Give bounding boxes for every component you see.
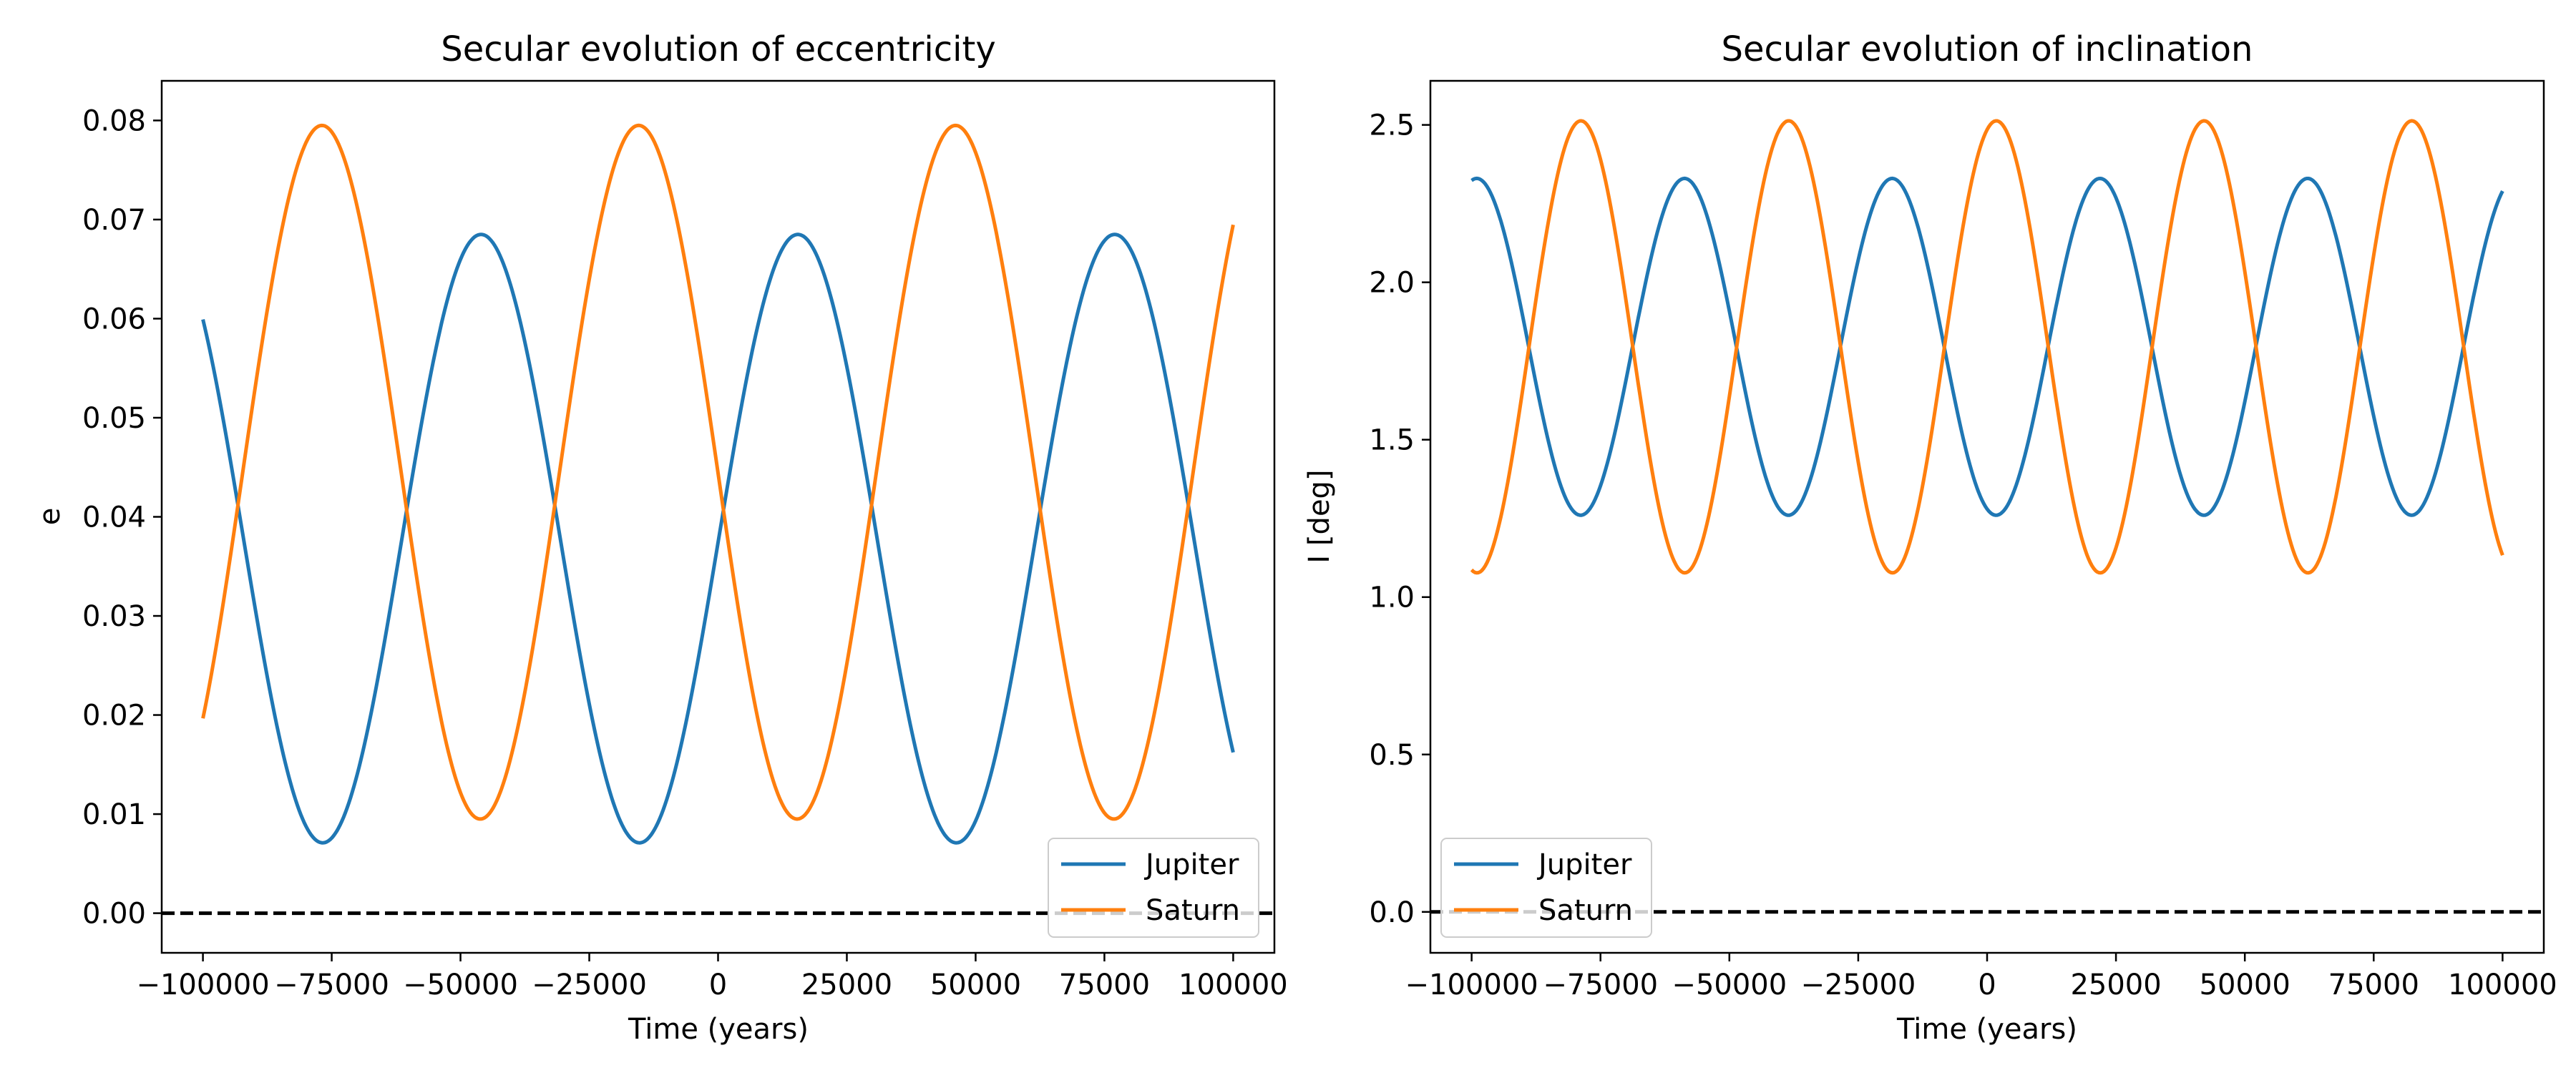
eccentricity-x-tick-label: 25000 xyxy=(801,969,892,1001)
inclination-plot xyxy=(1430,119,2544,914)
eccentricity-legend-saturn-label: Saturn xyxy=(1146,894,1240,927)
inclination-y-tick-label: 0.0 xyxy=(1369,896,1415,929)
eccentricity-legend: Jupiter Saturn xyxy=(1048,838,1259,938)
inclination-x-axis-label: Time (years) xyxy=(1896,1013,2077,1046)
eccentricity-x-tick-label: −100000 xyxy=(136,969,269,1001)
eccentricity-y-tick-label: 0.02 xyxy=(82,700,146,733)
inclination-y-tick-label: 1.0 xyxy=(1369,582,1415,614)
inclination-saturn-line xyxy=(1470,119,2504,575)
inclination-y-axis-label: I [deg] xyxy=(1303,469,1336,563)
inclination-legend-saturn-label: Saturn xyxy=(1538,894,1633,927)
eccentricity-y-tick-label: 0.05 xyxy=(82,402,146,435)
inclination-x-tick-label: 100000 xyxy=(2448,969,2557,1001)
inclination-jupiter-line xyxy=(1470,176,2504,517)
inclination-x-tick-label: 75000 xyxy=(2328,969,2419,1001)
inclination-x-tick-label: −50000 xyxy=(1672,969,1787,1001)
inclination-axes-frame xyxy=(1429,79,2545,954)
inclination-legend-jupiter-label: Jupiter xyxy=(1536,848,1632,881)
eccentricity-x-tick-label: 100000 xyxy=(1179,969,1288,1001)
eccentricity-y-tick-label: 0.00 xyxy=(82,898,146,931)
eccentricity-plot xyxy=(162,123,1274,916)
eccentricity-y-tick-label: 0.07 xyxy=(82,204,146,237)
inclination-y-tick-label: 2.0 xyxy=(1369,267,1415,300)
inclination-x-tick-label: 25000 xyxy=(2070,969,2161,1001)
eccentricity-jupiter-line xyxy=(201,232,1235,845)
eccentricity-x-axis-label: Time (years) xyxy=(628,1013,809,1046)
inclination-x-tick-label: 0 xyxy=(1978,969,1996,1001)
inclination-y-tick-label: 2.5 xyxy=(1369,109,1415,142)
eccentricity-x-tick-label: −75000 xyxy=(274,969,389,1001)
eccentricity-y-tick-label: 0.03 xyxy=(82,600,146,633)
inclination-x-tick-label: −25000 xyxy=(1801,969,1916,1001)
inclination-y-tick-label: 1.5 xyxy=(1369,424,1415,457)
eccentricity-y-tick-label: 0.06 xyxy=(82,303,146,335)
eccentricity-x-tick-label: 50000 xyxy=(930,969,1021,1001)
eccentricity-y-tick-label: 0.01 xyxy=(82,798,146,831)
eccentricity-saturn-line xyxy=(201,123,1235,821)
inclination-ticks: −100000 −75000 −50000 −25000 0 25000 50000 7500… xyxy=(1369,109,2557,1001)
eccentricity-x-tick-label: −25000 xyxy=(532,969,647,1001)
inclination-title: Secular evolution of inclination xyxy=(1722,29,2253,69)
eccentricity-y-tick-label: 0.04 xyxy=(82,501,146,534)
inclination-y-tick-label: 0.5 xyxy=(1369,739,1415,772)
eccentricity-legend-jupiter-label: Jupiter xyxy=(1143,848,1239,881)
eccentricity-axes-frame xyxy=(160,79,1276,954)
eccentricity-x-tick-label: 0 xyxy=(709,969,727,1001)
inclination-panel: Secular evolution of inclination −100000… xyxy=(1303,29,2557,1046)
eccentricity-x-tick-label: 75000 xyxy=(1059,969,1150,1001)
eccentricity-ticks: −100000 −75000 −50000 −25000 0 25000 50000 7500… xyxy=(82,104,1288,1001)
eccentricity-panel: Secular evolution of eccentricity −10000… xyxy=(34,29,1288,1046)
eccentricity-title: Secular evolution of eccentricity xyxy=(441,29,995,69)
inclination-x-tick-label: 50000 xyxy=(2200,969,2290,1001)
inclination-legend: Jupiter Saturn xyxy=(1440,838,1652,938)
eccentricity-y-tick-label: 0.08 xyxy=(82,104,146,137)
eccentricity-y-axis-label: e xyxy=(34,508,67,526)
inclination-x-tick-label: −75000 xyxy=(1543,969,1658,1001)
eccentricity-x-tick-label: −50000 xyxy=(403,969,518,1001)
inclination-x-tick-label: −100000 xyxy=(1405,969,1538,1001)
